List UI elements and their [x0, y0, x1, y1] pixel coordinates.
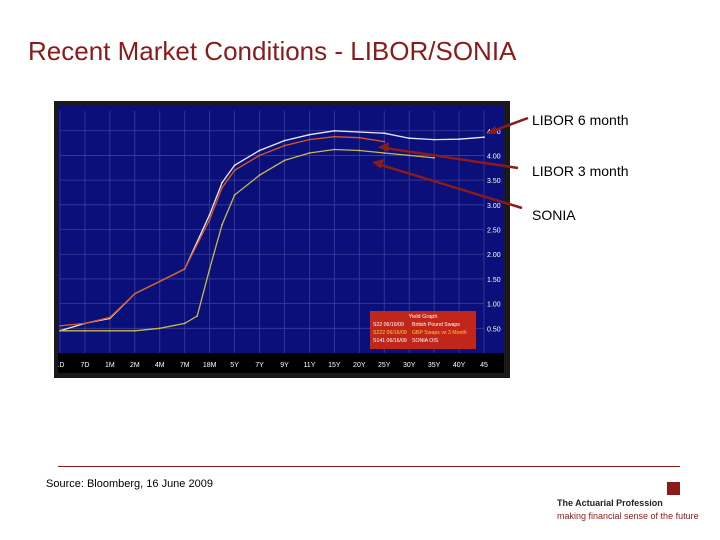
y-tick-label: 3.50 [487, 178, 501, 185]
data-point-sonia [308, 152, 311, 154]
data-point-libor6 [408, 137, 411, 140]
y-tick-label: 1.50 [487, 277, 501, 284]
callout-sonia: SONIA [532, 207, 576, 223]
data-point-sonia [196, 315, 199, 317]
data-point-sonia [221, 223, 224, 226]
data-point-sonia [358, 149, 361, 152]
data-point-libor3 [233, 169, 236, 172]
data-point-libor6 [433, 138, 436, 141]
y-tick-label: 4.50 [487, 129, 501, 136]
y-tick-label: 3.00 [487, 203, 501, 210]
data-point-libor6 [233, 164, 236, 167]
data-point-libor6 [458, 138, 460, 141]
y-tick-label: 1.00 [487, 302, 501, 309]
x-tick-label: 20Y [353, 362, 366, 369]
legend-row-label: SONIA OIS [412, 338, 439, 344]
x-tick-label: 30Y [403, 362, 416, 369]
data-point-libor3 [208, 218, 211, 221]
x-tick-label: 35Y [428, 362, 441, 369]
data-point-sonia [258, 174, 261, 177]
x-tick-label: 11Y [303, 362, 315, 369]
data-point-libor6 [221, 181, 224, 184]
data-point-libor3 [258, 154, 261, 157]
data-point-libor3 [383, 140, 386, 143]
x-tick-label: 7Y [255, 362, 264, 369]
data-point-libor6 [258, 149, 261, 152]
data-point-libor3 [108, 316, 111, 319]
y-tick-label: 2.50 [487, 228, 501, 235]
data-point-libor3 [221, 186, 224, 189]
data-point-sonia [383, 152, 386, 154]
data-point-libor3 [333, 135, 336, 138]
data-point-sonia [208, 268, 211, 270]
legend-row-label: GBP Swaps vs 3 Month [412, 330, 467, 336]
x-tick-label: 40Y [453, 362, 466, 369]
data-point-sonia [84, 329, 86, 332]
x-axis-band [58, 353, 504, 373]
x-tick-label: 4M [155, 362, 165, 369]
legend-row-code: S22 06/16/09 [373, 322, 404, 328]
data-point-libor3 [84, 322, 86, 325]
data-point-libor6 [383, 132, 386, 135]
x-tick-label: 5Y [230, 362, 239, 369]
x-tick-label: 7M [180, 362, 190, 369]
data-point-libor6 [308, 133, 311, 136]
y-tick-label: 2.00 [487, 252, 501, 259]
data-point-sonia [408, 154, 411, 157]
logo-square-icon [667, 482, 680, 495]
x-tick-label: 9Y [280, 362, 289, 369]
data-point-libor3 [133, 292, 136, 295]
data-point-sonia [108, 329, 111, 332]
yield-curve-chart: 0.50 1.00 1.50 2.00 2.50 3.00 3.50 4.00 4.50 1D 7D… [58, 105, 504, 373]
data-point-libor3 [59, 324, 61, 327]
y-tick-label: 0.50 [487, 326, 501, 333]
logo-name: The Actuarial Profession [557, 498, 663, 508]
source-note: Source: Bloomberg, 16 June 2009 [46, 478, 213, 490]
data-point-sonia [59, 329, 61, 332]
x-tick-label: 1D [58, 362, 64, 369]
data-point-sonia [158, 327, 161, 330]
x-tick-label: 45 [480, 362, 488, 369]
x-tick-label: 15Y [328, 362, 341, 369]
series-line-sonia [60, 148, 435, 332]
data-point-libor6 [333, 129, 336, 132]
x-tick-label: 7D [80, 362, 89, 369]
data-point-sonia [233, 194, 236, 196]
x-tick-label: 1M [105, 362, 115, 369]
legend-row-code: S222 06/16/09 [373, 330, 407, 336]
data-point-libor3 [308, 138, 311, 141]
x-tick-label: 25Y [378, 362, 391, 369]
data-point-libor3 [158, 280, 161, 283]
legend-row-label: British Pound Swaps [412, 322, 460, 328]
data-point-sonia [133, 329, 136, 332]
legend-panel [370, 311, 476, 349]
data-point-sonia [333, 148, 336, 151]
data-point-sonia [283, 159, 286, 162]
divider [58, 466, 680, 467]
data-point-sonia [433, 157, 436, 159]
callout-libor6: LIBOR 6 month [532, 112, 629, 128]
x-tick-label: 18M [203, 362, 217, 369]
data-point-libor6 [208, 213, 211, 216]
data-point-libor3 [283, 144, 286, 147]
data-point-libor3 [183, 268, 186, 270]
logo-tagline: making financial sense of the future [557, 511, 699, 521]
legend-header: Yield Graph [409, 314, 438, 320]
data-point-libor6 [283, 139, 286, 142]
legend-row-code: S141 06/16/09 [373, 338, 407, 344]
x-tick-label: 2M [130, 362, 140, 369]
data-point-libor6 [483, 136, 485, 139]
data-point-libor3 [358, 136, 361, 139]
callout-libor3: LIBOR 3 month [532, 163, 629, 179]
data-point-sonia [183, 322, 186, 325]
y-tick-label: 4.00 [487, 153, 501, 160]
slide-title: Recent Market Conditions - LIBOR/SONIA [28, 36, 517, 66]
